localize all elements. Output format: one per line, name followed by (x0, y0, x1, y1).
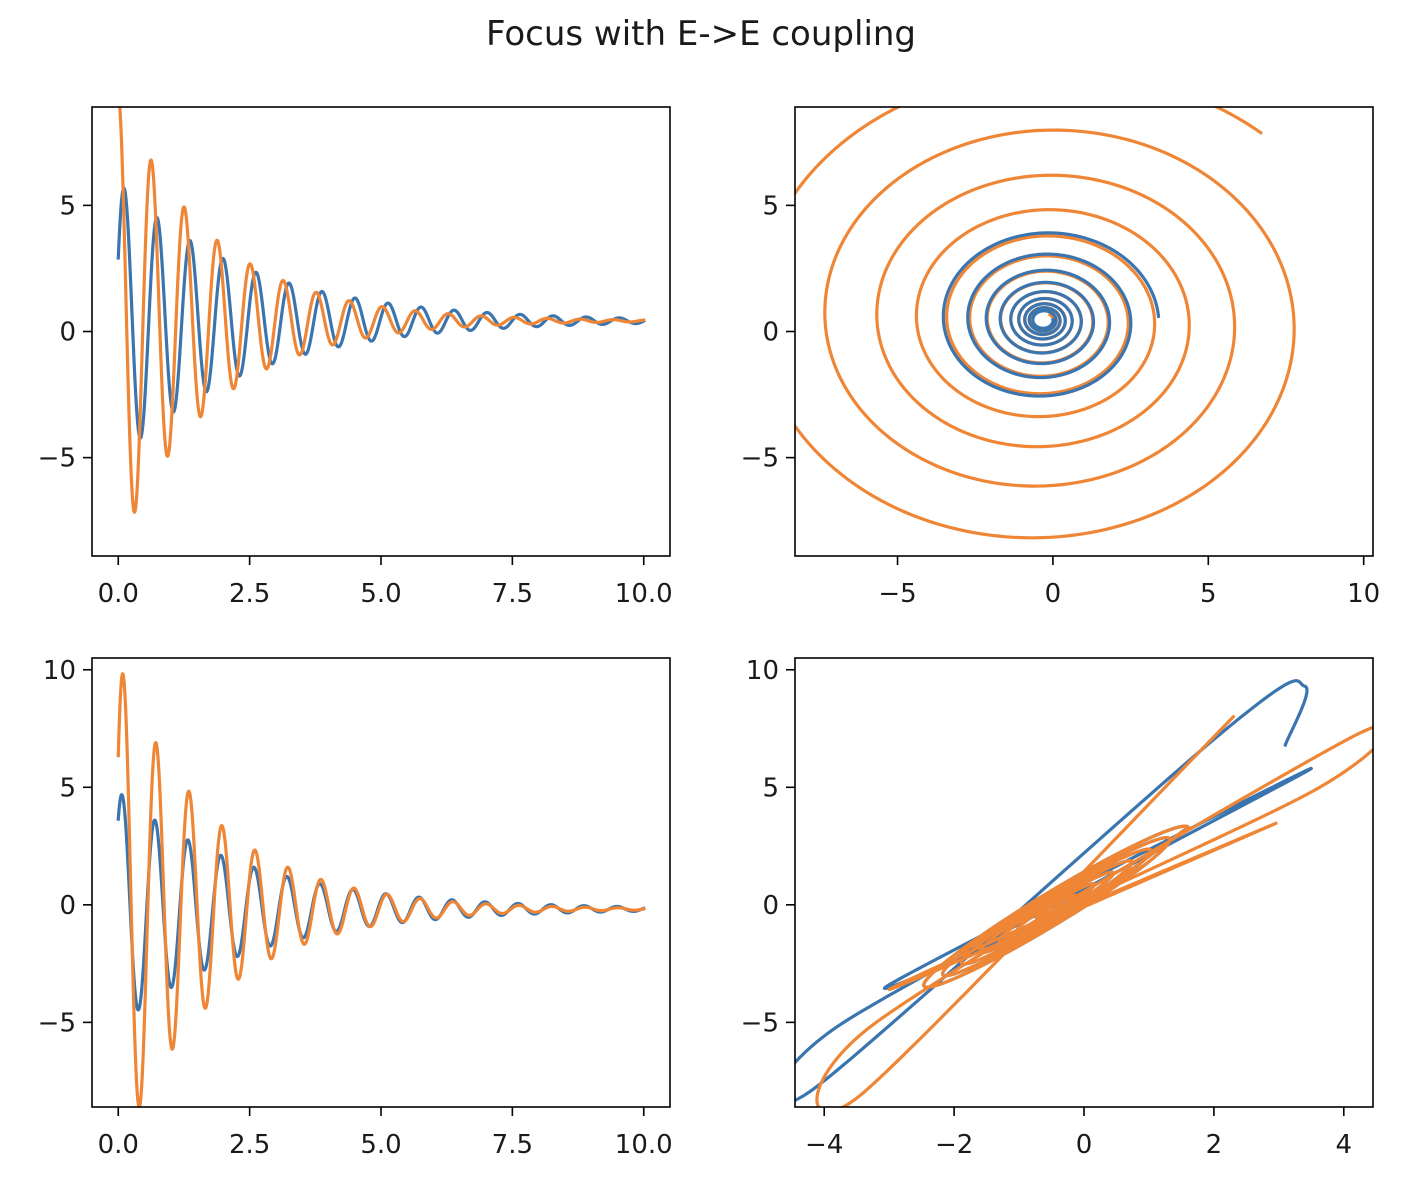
x-tick-label: 10.0 (615, 579, 673, 609)
x-tick-label: 0.0 (98, 579, 139, 609)
x-tick-label: 7.5 (492, 579, 533, 609)
x-tick-label: −4 (805, 1130, 843, 1160)
y-tick-label: 0 (59, 891, 76, 921)
x-tick-label: 0.0 (98, 1130, 139, 1160)
y-tick-label: 10 (43, 656, 76, 686)
y-tick-label: 0 (762, 891, 779, 921)
axes-frame (91, 657, 671, 1108)
y-tick-label: 0 (762, 318, 779, 348)
subplot-top-right: −5 0 5 10 −5 0 5 (741, 106, 1380, 609)
x-tick-label: 5.0 (360, 1130, 401, 1160)
x-tick-label: 4 (1336, 1130, 1353, 1160)
x-tick-label: 2 (1206, 1130, 1223, 1160)
x-tick-label: −2 (935, 1130, 973, 1160)
x-tick-label: 0 (1076, 1130, 1093, 1160)
series-line-orange (116, 672, 646, 1107)
x-tick-label: −5 (878, 579, 916, 609)
y-tick-label: −5 (741, 1008, 779, 1038)
x-tick-label: 10.0 (615, 1130, 673, 1160)
y-tick-label: 10 (746, 656, 779, 686)
subplot-bottom-left: 0.0 2.5 5.0 7.5 10.0 −5 0 5 10 (38, 656, 673, 1160)
y-tick-label: 5 (762, 773, 779, 803)
y-tick-label: −5 (38, 444, 76, 474)
x-tick-label: 5 (1200, 579, 1217, 609)
y-tick-label: 5 (762, 191, 779, 221)
y-tick-label: 5 (59, 191, 76, 221)
y-tick-label: −5 (741, 444, 779, 474)
figure-suptitle: Focus with E->E coupling (485, 14, 917, 54)
x-tick-label: 10 (1347, 579, 1380, 609)
x-tick-label: 7.5 (492, 1130, 533, 1160)
x-tick-label: 5.0 (360, 579, 401, 609)
axes-frame (91, 106, 671, 557)
x-tick-label: 2.5 (229, 579, 270, 609)
subplot-bottom-right: −4 −2 0 2 4 −5 0 5 10 (741, 656, 1374, 1160)
x-tick-label: 0 (1045, 579, 1062, 609)
series-line-blue (941, 231, 1161, 398)
axes-frame (794, 106, 1374, 557)
x-tick-label: 2.5 (229, 1130, 270, 1160)
series-line-orange (118, 107, 646, 514)
series-line-orange (815, 714, 1373, 1107)
subplot-top-left: 0.0 2.5 5.0 7.5 10.0 −5 0 5 (38, 106, 673, 609)
y-tick-label: 0 (59, 318, 76, 348)
y-tick-label: −5 (38, 1008, 76, 1038)
y-tick-label: 5 (59, 773, 76, 803)
